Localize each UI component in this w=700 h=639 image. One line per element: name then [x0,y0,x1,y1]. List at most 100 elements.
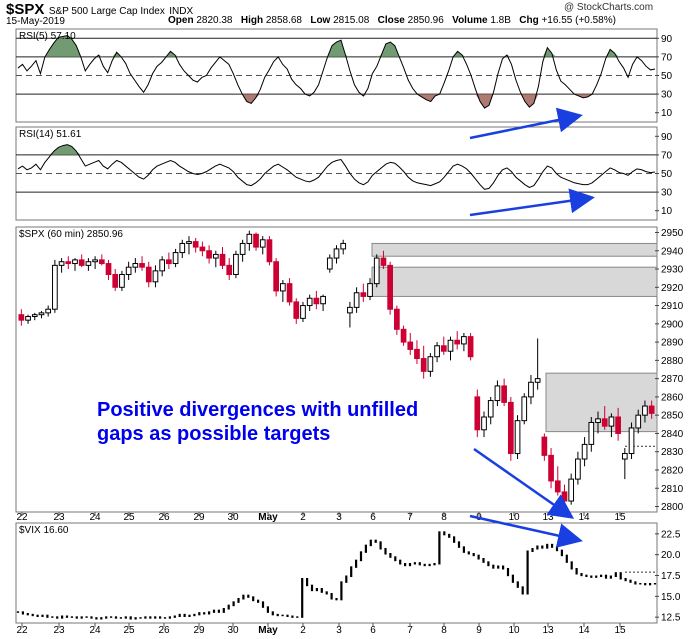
x-axis-label: 7 [407,625,413,636]
y-tick-label: 2910 [661,301,684,312]
credit-label: @ StockCharts.com [564,2,654,13]
candle-body [642,405,648,416]
candle-body [172,252,179,265]
annotation-line-2: gaps as possible targets [97,423,330,445]
y-tick-label: 2830 [661,447,684,458]
x-axis-label: 2 [300,625,306,636]
y-tick-label: 2880 [661,356,684,367]
candle-body [320,295,326,305]
open-value: 2820.38 [196,15,233,26]
x-axis-label: 7 [407,512,413,523]
y-tick-label: 70 [661,52,673,63]
candle-body [501,385,507,403]
candle-body [514,420,521,455]
x-axis-label: May [258,512,278,523]
oversold-fill [18,94,655,109]
candle-body [347,306,353,314]
x-axis-label: 22 [16,625,28,636]
y-tick-label: 2900 [661,319,684,330]
candle-body [45,308,52,314]
candle-body [145,266,152,283]
candle-body [608,416,615,427]
candle-body [266,239,273,263]
x-axis-label: 3 [336,625,342,636]
candle-body [286,283,293,303]
candle-body [98,259,105,265]
price-label: $SPX (60 min) 2850.96 [19,229,123,240]
candle-body [293,301,300,319]
x-axis-label: 25 [123,625,135,636]
candle-body [333,248,340,259]
y-tick-label: 2950 [661,228,684,239]
y-tick-label: 12.5 [661,613,681,624]
x-axis-label: 14 [578,512,590,523]
x-axis-label: 8 [441,512,447,523]
x-axis-label: 23 [53,512,65,523]
candle-body [373,257,380,285]
x-axis-label: 22 [16,512,28,523]
candle-body [534,378,541,383]
candle-body [440,345,447,352]
x-axis-label: 10 [508,512,520,523]
candle-body [615,416,621,434]
x-axis-label: 24 [89,625,101,636]
candle-body [31,314,38,318]
candle-body [588,421,595,445]
candle-body [420,358,427,372]
rsi-line [17,144,656,190]
vix-panel: 12.5 15.0 17.5 20.0 22.5 [16,529,681,624]
low-value: 2815.08 [333,15,370,26]
y-tick-label: 2870 [661,374,684,385]
candle-body [434,345,440,358]
candle-body [78,259,85,266]
close-value: 2850.96 [407,15,444,26]
candle-body [528,381,534,398]
candle-body [212,253,219,259]
candle-body [119,274,125,288]
candle-body [259,239,266,248]
y-tick-label: 2930 [661,265,684,276]
x-axis-label: 14 [578,625,590,636]
candle-body [112,274,119,288]
candle-body [628,427,635,455]
x-axis-label: 26 [158,625,170,636]
candle-body [226,264,233,276]
candle-body [367,283,373,297]
candle-body [494,385,501,402]
candle-body [152,270,159,283]
x-axis-label: May [258,625,278,636]
candle-body [621,453,628,460]
volume-value: 1.8B [490,15,511,26]
candle-body [25,316,31,321]
index-name: S&P 500 Large Cap Index [48,6,165,17]
candle-body [233,253,239,275]
ohlc-line: Open 2820.38 High 2858.68 Low 2815.08 Cl… [168,15,616,26]
x-axis-label: 23 [53,625,65,636]
x-axis-label: 2 [300,512,306,523]
candle-body [313,297,320,305]
exchange: INDX [169,6,194,17]
x-axis-label: 9 [476,625,482,636]
candle-body [407,341,414,350]
y-tick-label: 22.5 [661,529,681,540]
rsi5-divergence-arrow [469,107,583,140]
candle-body [575,458,581,480]
high-value: 2858.68 [265,15,302,26]
overbought-fill [18,35,655,57]
candle-body [219,253,226,266]
candle-body [253,233,259,248]
candle-body [105,263,112,275]
y-tick-label: 70 [661,150,673,161]
candle-body [179,242,186,254]
y-tick-label: 50 [661,71,673,82]
candle-body [474,396,481,431]
y-tick-label: 10 [661,108,673,119]
vix-panel-frame [15,522,658,624]
unfilled-gap-box [371,266,658,297]
candle-body [467,336,474,358]
y-tick-label: 20.0 [661,550,681,561]
change-value: +16.55 (+0.58%) [541,15,616,26]
price-panel-frame [15,226,658,513]
date-label: 15-May-2019 [6,16,65,27]
